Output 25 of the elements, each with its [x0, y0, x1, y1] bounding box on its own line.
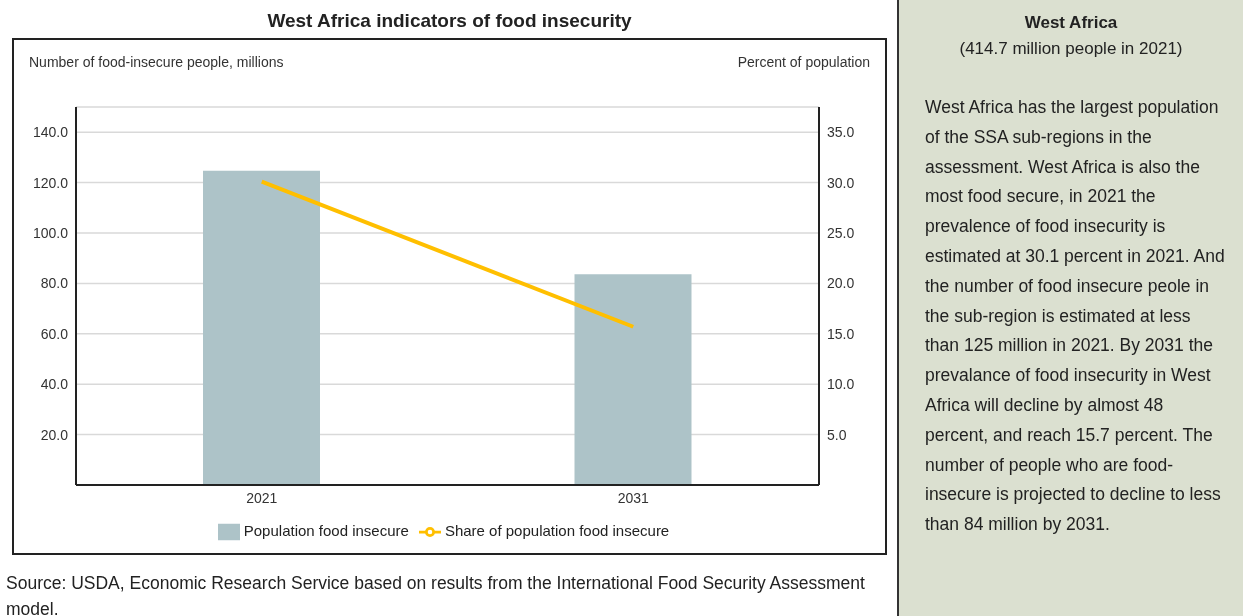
y-tick-label: 40.0	[40, 376, 69, 393]
y-tick-label: 100.0	[32, 224, 69, 241]
y2-tick-label: 35.0	[827, 124, 855, 141]
y2-tick-label: 15.0	[827, 325, 855, 342]
y-axis-title: Number of food-insecure people, millions	[29, 54, 284, 70]
text: West Africa has the largest population of the SSA sub-regions in the assessment. West Africa is also the most food secure, in 2021 the prevalence of food insecurity is estimated at 30.1 percent in 2021. And the number of food insecure peole in the sub-region is estimated at less than 125 million in 2021. By 2031 the prevalance of food insecurity in West Africa will decline by almost 48 percent, and reach 15.7 percent. The number of people who are food-insecure is projected to decline to less than 84 million by 2031.	[925, 97, 1225, 535]
y2-tick-label: 25.0	[827, 224, 855, 241]
y2-tick-label: 5.0	[827, 426, 847, 443]
y2-tick-label: 20.0	[827, 275, 855, 292]
text: West Africa	[1024, 13, 1118, 32]
y-tick-label: 20.0	[40, 426, 69, 443]
legend-label: Population food insecure	[243, 521, 409, 539]
y2-tick-label: 10.0	[827, 376, 855, 393]
x-tick-label: 2021	[246, 489, 278, 506]
y2-axis-title: Percent of population	[737, 54, 870, 70]
y2-tick-label: 30.0	[827, 174, 855, 191]
x-tick-label: 2031	[617, 489, 650, 506]
y-tick-label: 140.0	[32, 124, 69, 141]
y-tick-label: 80.0	[40, 275, 69, 292]
y-tick-label: 120.0	[32, 174, 69, 191]
legend-label: Share of population food insecure	[444, 521, 670, 539]
text: (414.7 million people in 2021)	[959, 39, 1183, 58]
source-note: Source: USDA, Economic Research Service based on results from the International Food Security Assessment model.	[6, 573, 865, 616]
chart-title: West Africa indicators of food insecurity	[267, 10, 632, 31]
y-tick-label: 60.0	[40, 325, 69, 342]
